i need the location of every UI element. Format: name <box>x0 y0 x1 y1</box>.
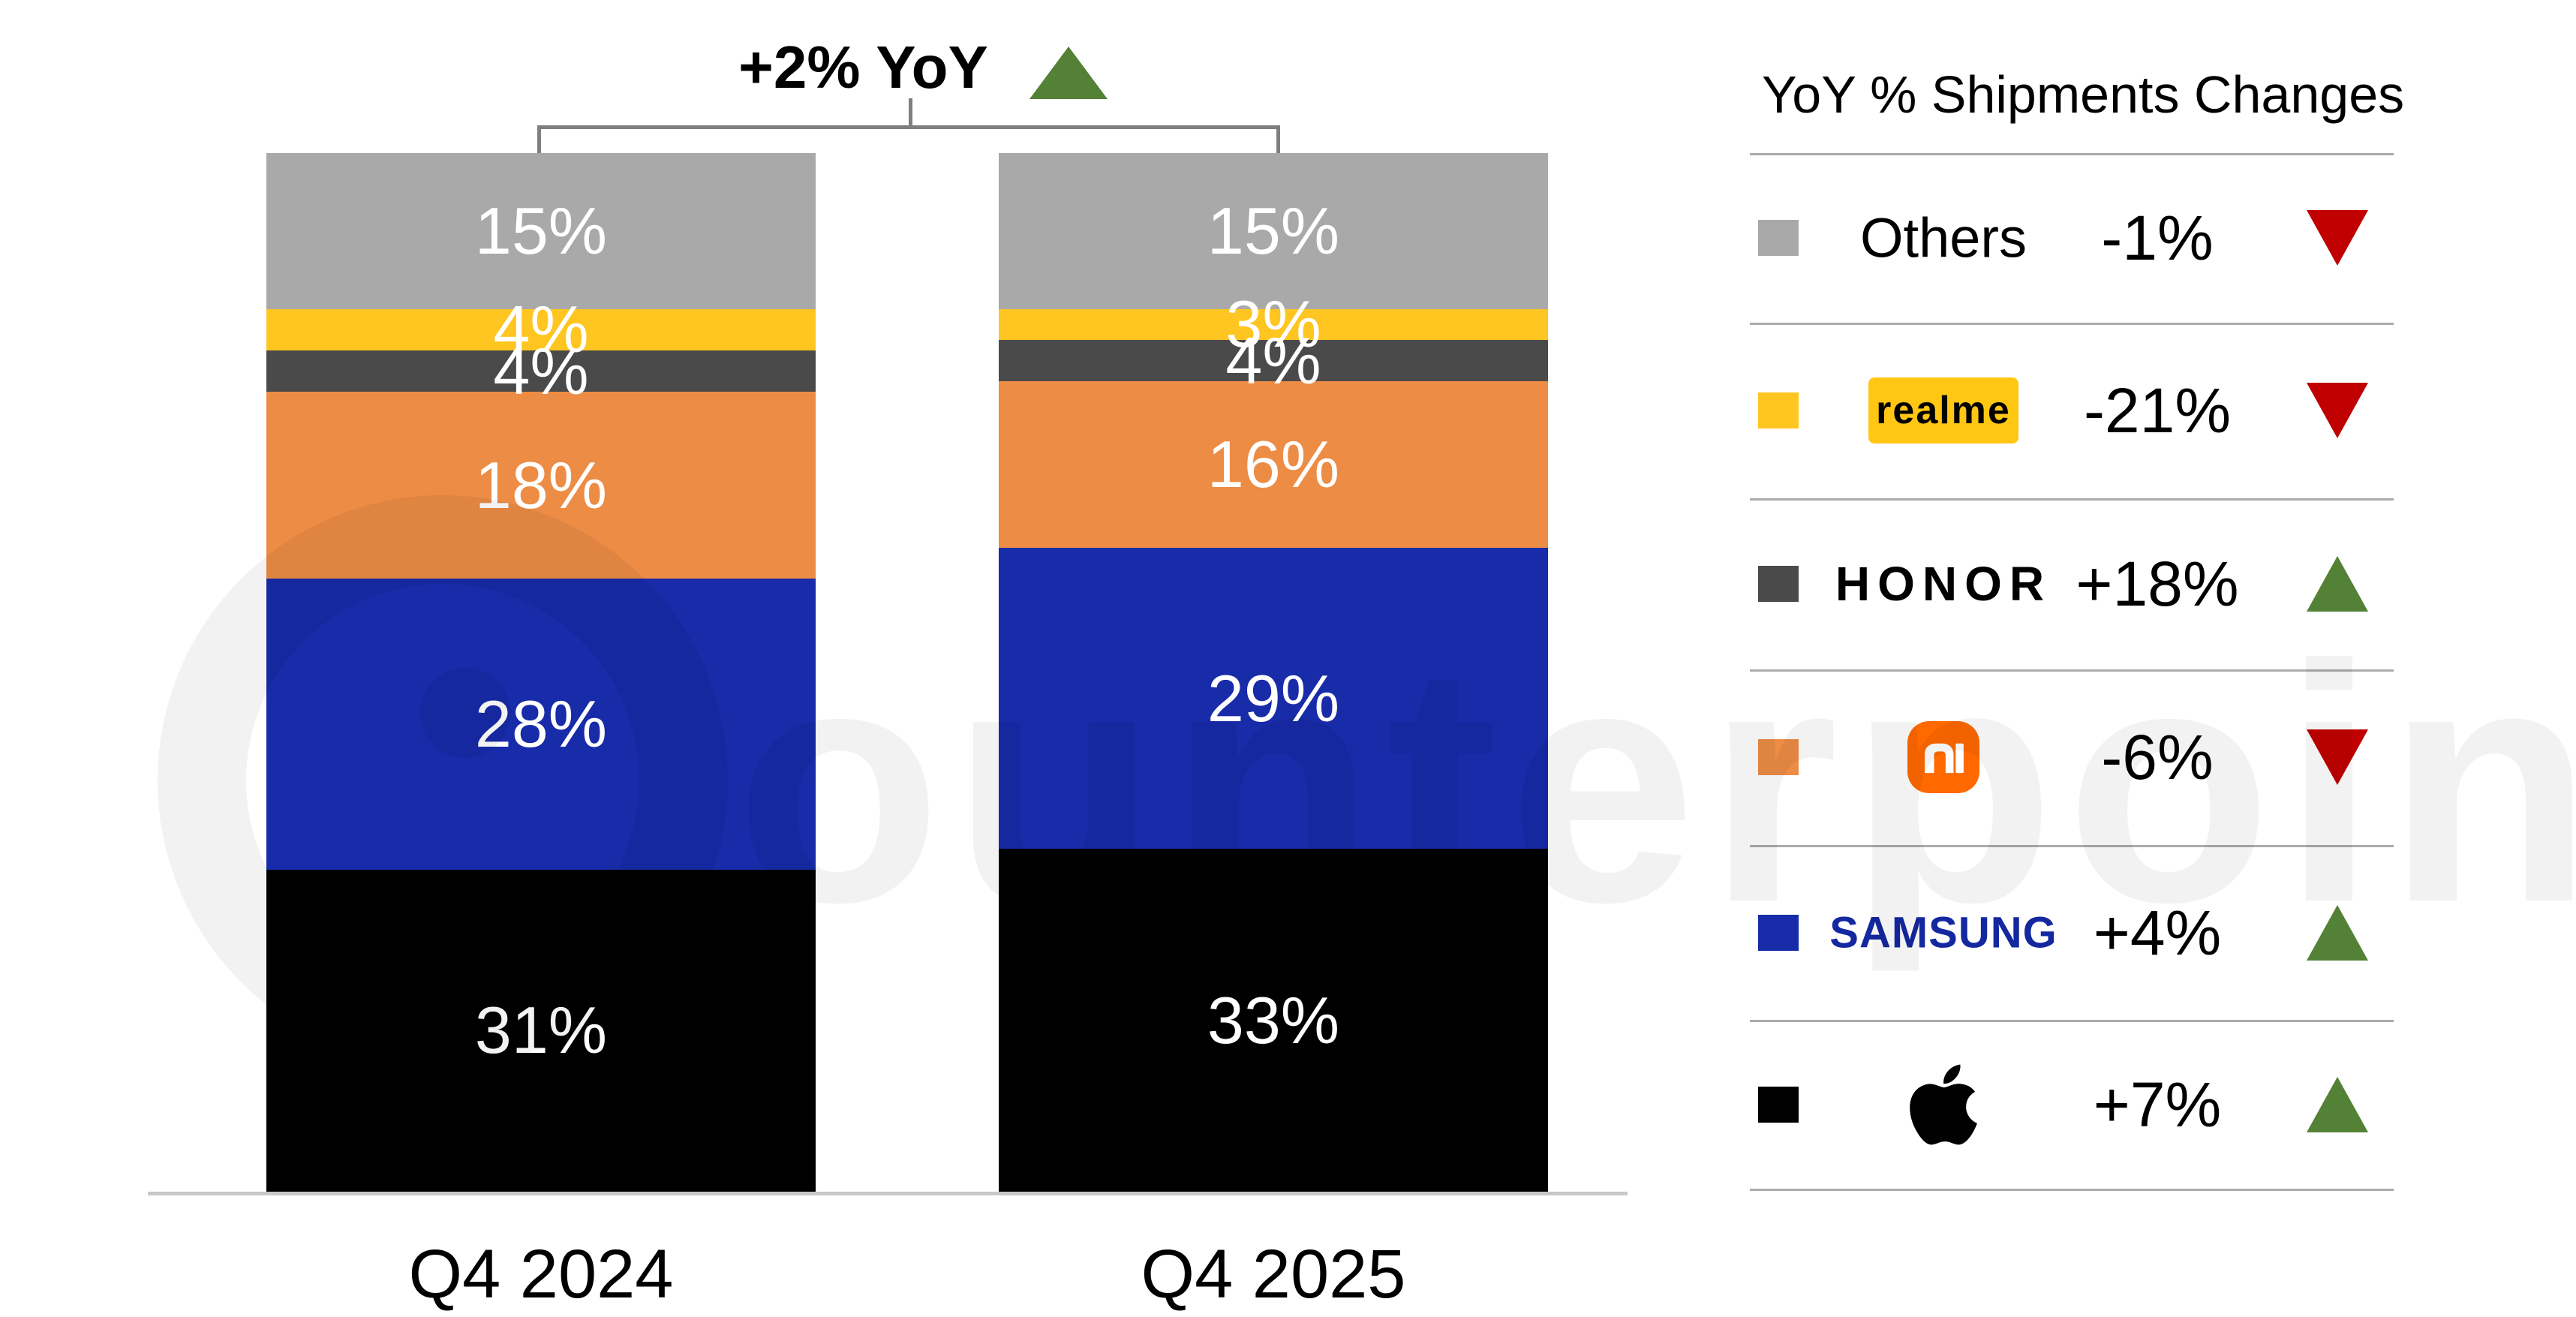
segment-value-label: 29% <box>1207 660 1340 735</box>
segment-value-label: 31% <box>474 993 608 1068</box>
yoy-change-others: -1% <box>2101 203 2214 273</box>
legend-row-samsung: SAMSUNG +4% <box>1726 845 2401 1020</box>
segment-value-label: 4% <box>1225 323 1321 398</box>
legend-row-apple: +7% <box>1726 1020 2401 1189</box>
segment-others-q4-2025: 15% <box>999 153 1548 309</box>
color-swatch-xiaomi <box>1758 739 1799 775</box>
color-swatch-apple <box>1758 1086 1799 1123</box>
legend-divider <box>1750 323 2394 325</box>
total-yoy-callout: +2% YoY <box>645 30 1201 105</box>
bracket-line <box>537 125 1280 129</box>
segment-value-label: 28% <box>474 687 608 762</box>
legend-row-xiaomi: -6% <box>1726 669 2401 845</box>
segment-others-q4-2024: 15% <box>266 153 816 309</box>
legend-row-realme: realme -21% <box>1726 323 2401 498</box>
x-axis-label-q4-2025: Q4 2025 <box>1141 1236 1406 1312</box>
legend-row-honor: HONOR +18% <box>1726 498 2401 669</box>
legend-divider <box>1750 1189 2394 1191</box>
bracket-center-tick <box>909 98 912 125</box>
bracket-right-tick <box>1276 125 1280 153</box>
segment-value-label: 33% <box>1207 982 1340 1057</box>
legend-divider <box>1750 845 2394 847</box>
legend-divider <box>1750 669 2394 672</box>
apple-logo-icon <box>1808 1059 2079 1150</box>
color-swatch-realme <box>1758 392 1799 428</box>
legend-divider <box>1750 498 2394 501</box>
segment-apple-q4-2025: 33% <box>999 849 1548 1192</box>
segment-value-label: 4% <box>493 292 589 367</box>
segment-samsung-q4-2024: 28% <box>266 579 816 870</box>
legend-row-others: Others -1% <box>1726 153 2401 323</box>
segment-value-label: 18% <box>474 447 608 522</box>
segment-honor-q4-2024: 4% <box>266 338 816 404</box>
down-triangle-icon <box>2307 729 2368 785</box>
legend-divider <box>1750 1020 2394 1022</box>
up-triangle-icon <box>2307 1076 2368 1132</box>
yoy-change-samsung: +4% <box>2093 897 2222 968</box>
segment-xiaomi-q4-2025: 16% <box>999 381 1548 548</box>
segment-value-label: 16% <box>1207 427 1340 502</box>
legend-title: YoY % Shipments Changes <box>1762 65 2405 124</box>
segment-xiaomi-q4-2024: 18% <box>266 392 816 579</box>
xiaomi-logo-icon <box>1808 721 2079 793</box>
up-triangle-icon <box>1029 47 1108 99</box>
bracket-left-tick <box>537 125 541 153</box>
legend-divider <box>1750 153 2394 155</box>
yoy-change-apple: +7% <box>2093 1069 2222 1140</box>
realme-logo: realme <box>1808 377 2079 444</box>
segment-realme-q4-2024: 4% <box>266 296 816 362</box>
segment-samsung-q4-2025: 29% <box>999 547 1548 849</box>
x-axis-label-q4-2024: Q4 2024 <box>408 1236 674 1312</box>
honor-logo: HONOR <box>1835 557 2052 611</box>
segment-value-label: 4% <box>493 333 589 408</box>
segment-realme-q4-2025: 3% <box>999 291 1548 357</box>
samsung-logo: SAMSUNG <box>1829 908 2057 957</box>
color-swatch-honor <box>1758 566 1799 602</box>
yoy-change-xiaomi: -6% <box>2101 722 2214 792</box>
brand-label-others: Others <box>1859 206 2027 269</box>
segment-honor-q4-2025: 4% <box>999 327 1548 393</box>
segment-value-label: 15% <box>474 193 608 268</box>
legend-panel: YoY % Shipments Changes Others -1% realm… <box>1726 0 2405 1317</box>
color-swatch-samsung <box>1758 914 1799 951</box>
x-axis-line <box>148 1192 1628 1195</box>
up-triangle-icon <box>2307 904 2368 961</box>
yoy-change-honor: +18% <box>2076 549 2239 619</box>
yoy-change-realme: -21% <box>2083 375 2232 446</box>
segment-apple-q4-2024: 31% <box>266 869 816 1192</box>
down-triangle-icon <box>2307 383 2368 438</box>
total-yoy-label: +2% YoY <box>738 34 988 101</box>
stacked-bar-q4-2025: 15% 3% 4% 16% 29% 33% <box>999 153 1548 1192</box>
up-triangle-icon <box>2307 556 2368 612</box>
segment-value-label: 15% <box>1207 193 1340 268</box>
realme-logo-badge: realme <box>1868 377 2018 444</box>
stacked-bar-q4-2024: 15% 4% 4% 18% 28% 31% <box>266 153 816 1192</box>
color-swatch-others <box>1758 220 1799 256</box>
down-triangle-icon <box>2307 210 2368 266</box>
segment-value-label: 3% <box>1225 287 1321 362</box>
